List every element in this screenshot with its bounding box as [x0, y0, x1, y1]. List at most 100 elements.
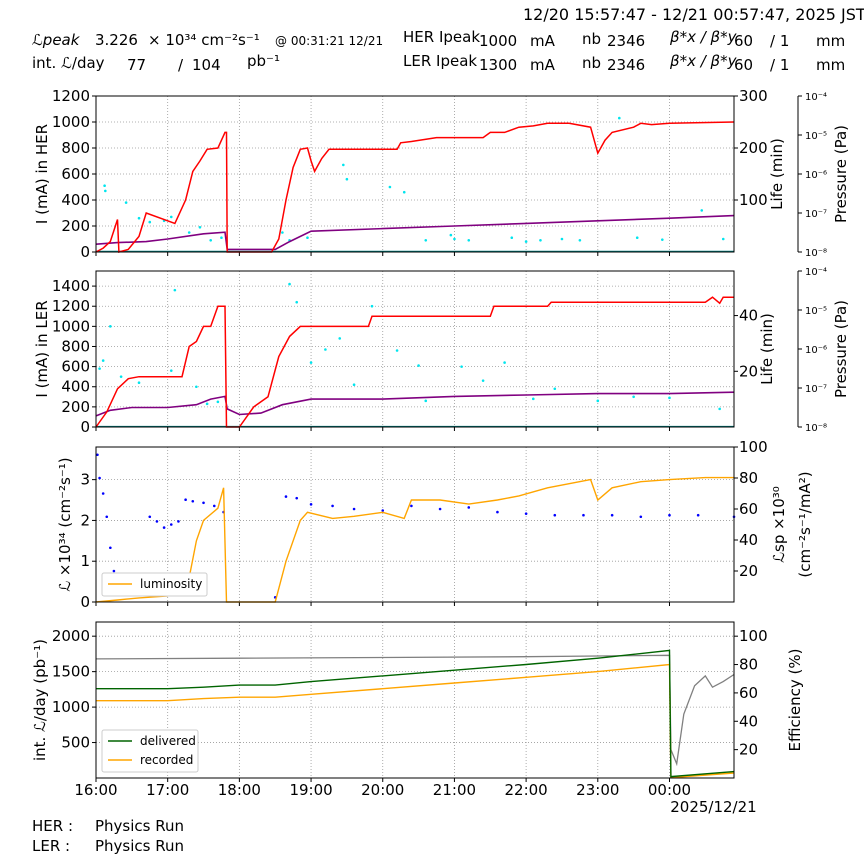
ler-nb-label: nb: [582, 54, 602, 72]
her-pressure-point-7: [187, 231, 191, 234]
lpeak-value: 3.226: [95, 31, 138, 49]
recorded-legend-label: recorded: [140, 753, 193, 767]
specific-lumi-point-19: [284, 495, 288, 498]
her-pressure-point-8: [198, 226, 202, 229]
x-tick-label-4: 20:00: [361, 781, 404, 799]
y-tick-label-0-4: 800: [61, 139, 90, 157]
pressure-tick-label-1-3: 10⁻⁵: [805, 306, 827, 317]
ler-pressure-point-16: [370, 304, 374, 308]
ler-pressure-point-17: [395, 349, 399, 352]
ler-pressure-point-0: [98, 367, 101, 370]
her-ipeak-unit: mA: [530, 32, 555, 50]
y2-tick-label-3-1: 40: [739, 712, 758, 730]
her-pressure-point-15: [345, 177, 349, 181]
lumi-y2label-a: ℒsp ×10³⁰: [770, 486, 788, 563]
her-y3label: Pressure (Pa): [832, 125, 850, 223]
ler-beta-label: β*x / β*y: [670, 52, 737, 70]
her-pressure-point-0: [103, 184, 106, 187]
her-beta-unit: mm: [816, 32, 846, 50]
her-y2label: Life (min): [768, 138, 786, 210]
x-date-label: 2025/12/21: [670, 798, 756, 816]
pressure-tick-label-0-1: 10⁻⁷: [805, 209, 827, 220]
axes-frame-3: [95, 621, 735, 779]
ler-pressure-point-9: [216, 400, 220, 404]
ler-pressure-point-18: [417, 364, 420, 367]
ler-pressure-point-10: [288, 282, 291, 286]
her-pressure-point-20: [453, 237, 456, 241]
y2-tick-label-2-1: 40: [739, 531, 758, 549]
lpeak-unit: × 10³⁴ cm⁻²s⁻¹: [148, 31, 260, 49]
her-pressure-point-30: [700, 209, 704, 212]
ler-pressure-point-25: [596, 399, 600, 403]
y-tick-label-3-2: 1500: [52, 663, 90, 681]
x-tick-label-3: 19:00: [289, 781, 332, 799]
y-tick-label-2-3: 3: [80, 471, 90, 489]
her-pressure-point-16: [388, 185, 392, 189]
y-tick-label-3-0: 500: [61, 734, 90, 752]
specific-lumi-point-34: [668, 513, 671, 517]
specific-lumi-point-14: [191, 499, 195, 503]
y2-tick-label-3-3: 80: [739, 656, 758, 674]
ler-pressure-point-23: [531, 397, 535, 401]
specific-lumi-point-12: [177, 520, 180, 523]
ler-y2label: Life (min): [758, 313, 776, 385]
her-pressure-point-21: [467, 239, 471, 242]
her-pressure-point-9: [209, 239, 212, 242]
specific-lumi-point-10: [162, 526, 166, 529]
ler-life-line: [95, 391, 735, 417]
ler-ipeak-label: LER Ipeak: [403, 52, 478, 70]
ler-pressure-point-1: [101, 359, 105, 362]
x-tick-label-1: 17:00: [146, 781, 189, 799]
axes-frame-2: [95, 446, 735, 603]
intl-delivered: 104: [192, 56, 221, 74]
y2-tick-label-2-3: 80: [739, 469, 758, 487]
pressure-tick-label-1-2: 10⁻⁶: [805, 345, 827, 356]
her-beta-y: / 1: [770, 32, 790, 50]
x-tick-label-6: 22:00: [504, 781, 547, 799]
intl-sep: /: [178, 56, 184, 74]
specific-lumi-point-31: [582, 513, 585, 517]
y-tick-label-1-2: 400: [61, 378, 90, 396]
y2-tick-label-0-2: 300: [739, 87, 768, 105]
y2-tick-label-1-0: 20: [739, 362, 758, 380]
her-ipeak-label: HER Ipeak: [403, 28, 480, 46]
y-tick-label-1-4: 800: [61, 337, 90, 355]
ler-pressure-point-7: [195, 385, 198, 389]
y-tick-label-1-5: 1000: [52, 317, 90, 335]
y2-tick-label-2-0: 20: [739, 562, 758, 580]
x-tick-label-8: 00:00: [648, 781, 691, 799]
her-pressure-point-3: [137, 216, 141, 220]
her-pressure-point-22: [510, 236, 514, 239]
specific-lumi-point-33: [639, 515, 643, 519]
x-tick-label-5: 21:00: [433, 781, 476, 799]
footer-her-label: HER :: [32, 817, 74, 835]
her-pressure-point-14: [342, 163, 345, 167]
y2-tick-label-2-2: 60: [739, 500, 758, 518]
ler-beta-x: 60: [734, 56, 754, 74]
ler-pressure-point-5: [169, 369, 173, 372]
ler-pressure-point-24: [553, 387, 557, 391]
ler-ylabel: I (mA) in LER: [33, 300, 51, 397]
axes-frame-0: [95, 95, 735, 253]
her-ylabel: I (mA) in HER: [33, 124, 51, 224]
specific-lumi-point-11: [169, 523, 173, 526]
specific-lumi-point-15: [202, 501, 205, 505]
axes-frame-1: [95, 270, 735, 428]
ler-pressure-point-19: [424, 399, 428, 403]
her-pressure-point-28: [635, 236, 639, 239]
recorded-line: [96, 663, 735, 779]
y-tick-label-2-1: 1: [80, 552, 90, 570]
specific-lumi-point-27: [467, 506, 471, 509]
ler-ipeak-value: 1300: [479, 56, 518, 74]
specific-lumi-point-23: [352, 507, 356, 511]
y-tick-label-1-0: 0: [80, 418, 90, 436]
ler-y3label: Pressure (Pa): [832, 300, 850, 398]
specific-lumi-point-22: [331, 504, 334, 508]
specific-lumi-point-35: [696, 513, 700, 517]
her-pressure-point-23: [524, 240, 528, 243]
y2-tick-label-0-1: 200: [739, 139, 768, 157]
her-pressure-point-29: [661, 238, 664, 241]
y-tick-label-1-6: 1200: [52, 297, 90, 315]
ler-pressure-point-2: [109, 325, 112, 328]
